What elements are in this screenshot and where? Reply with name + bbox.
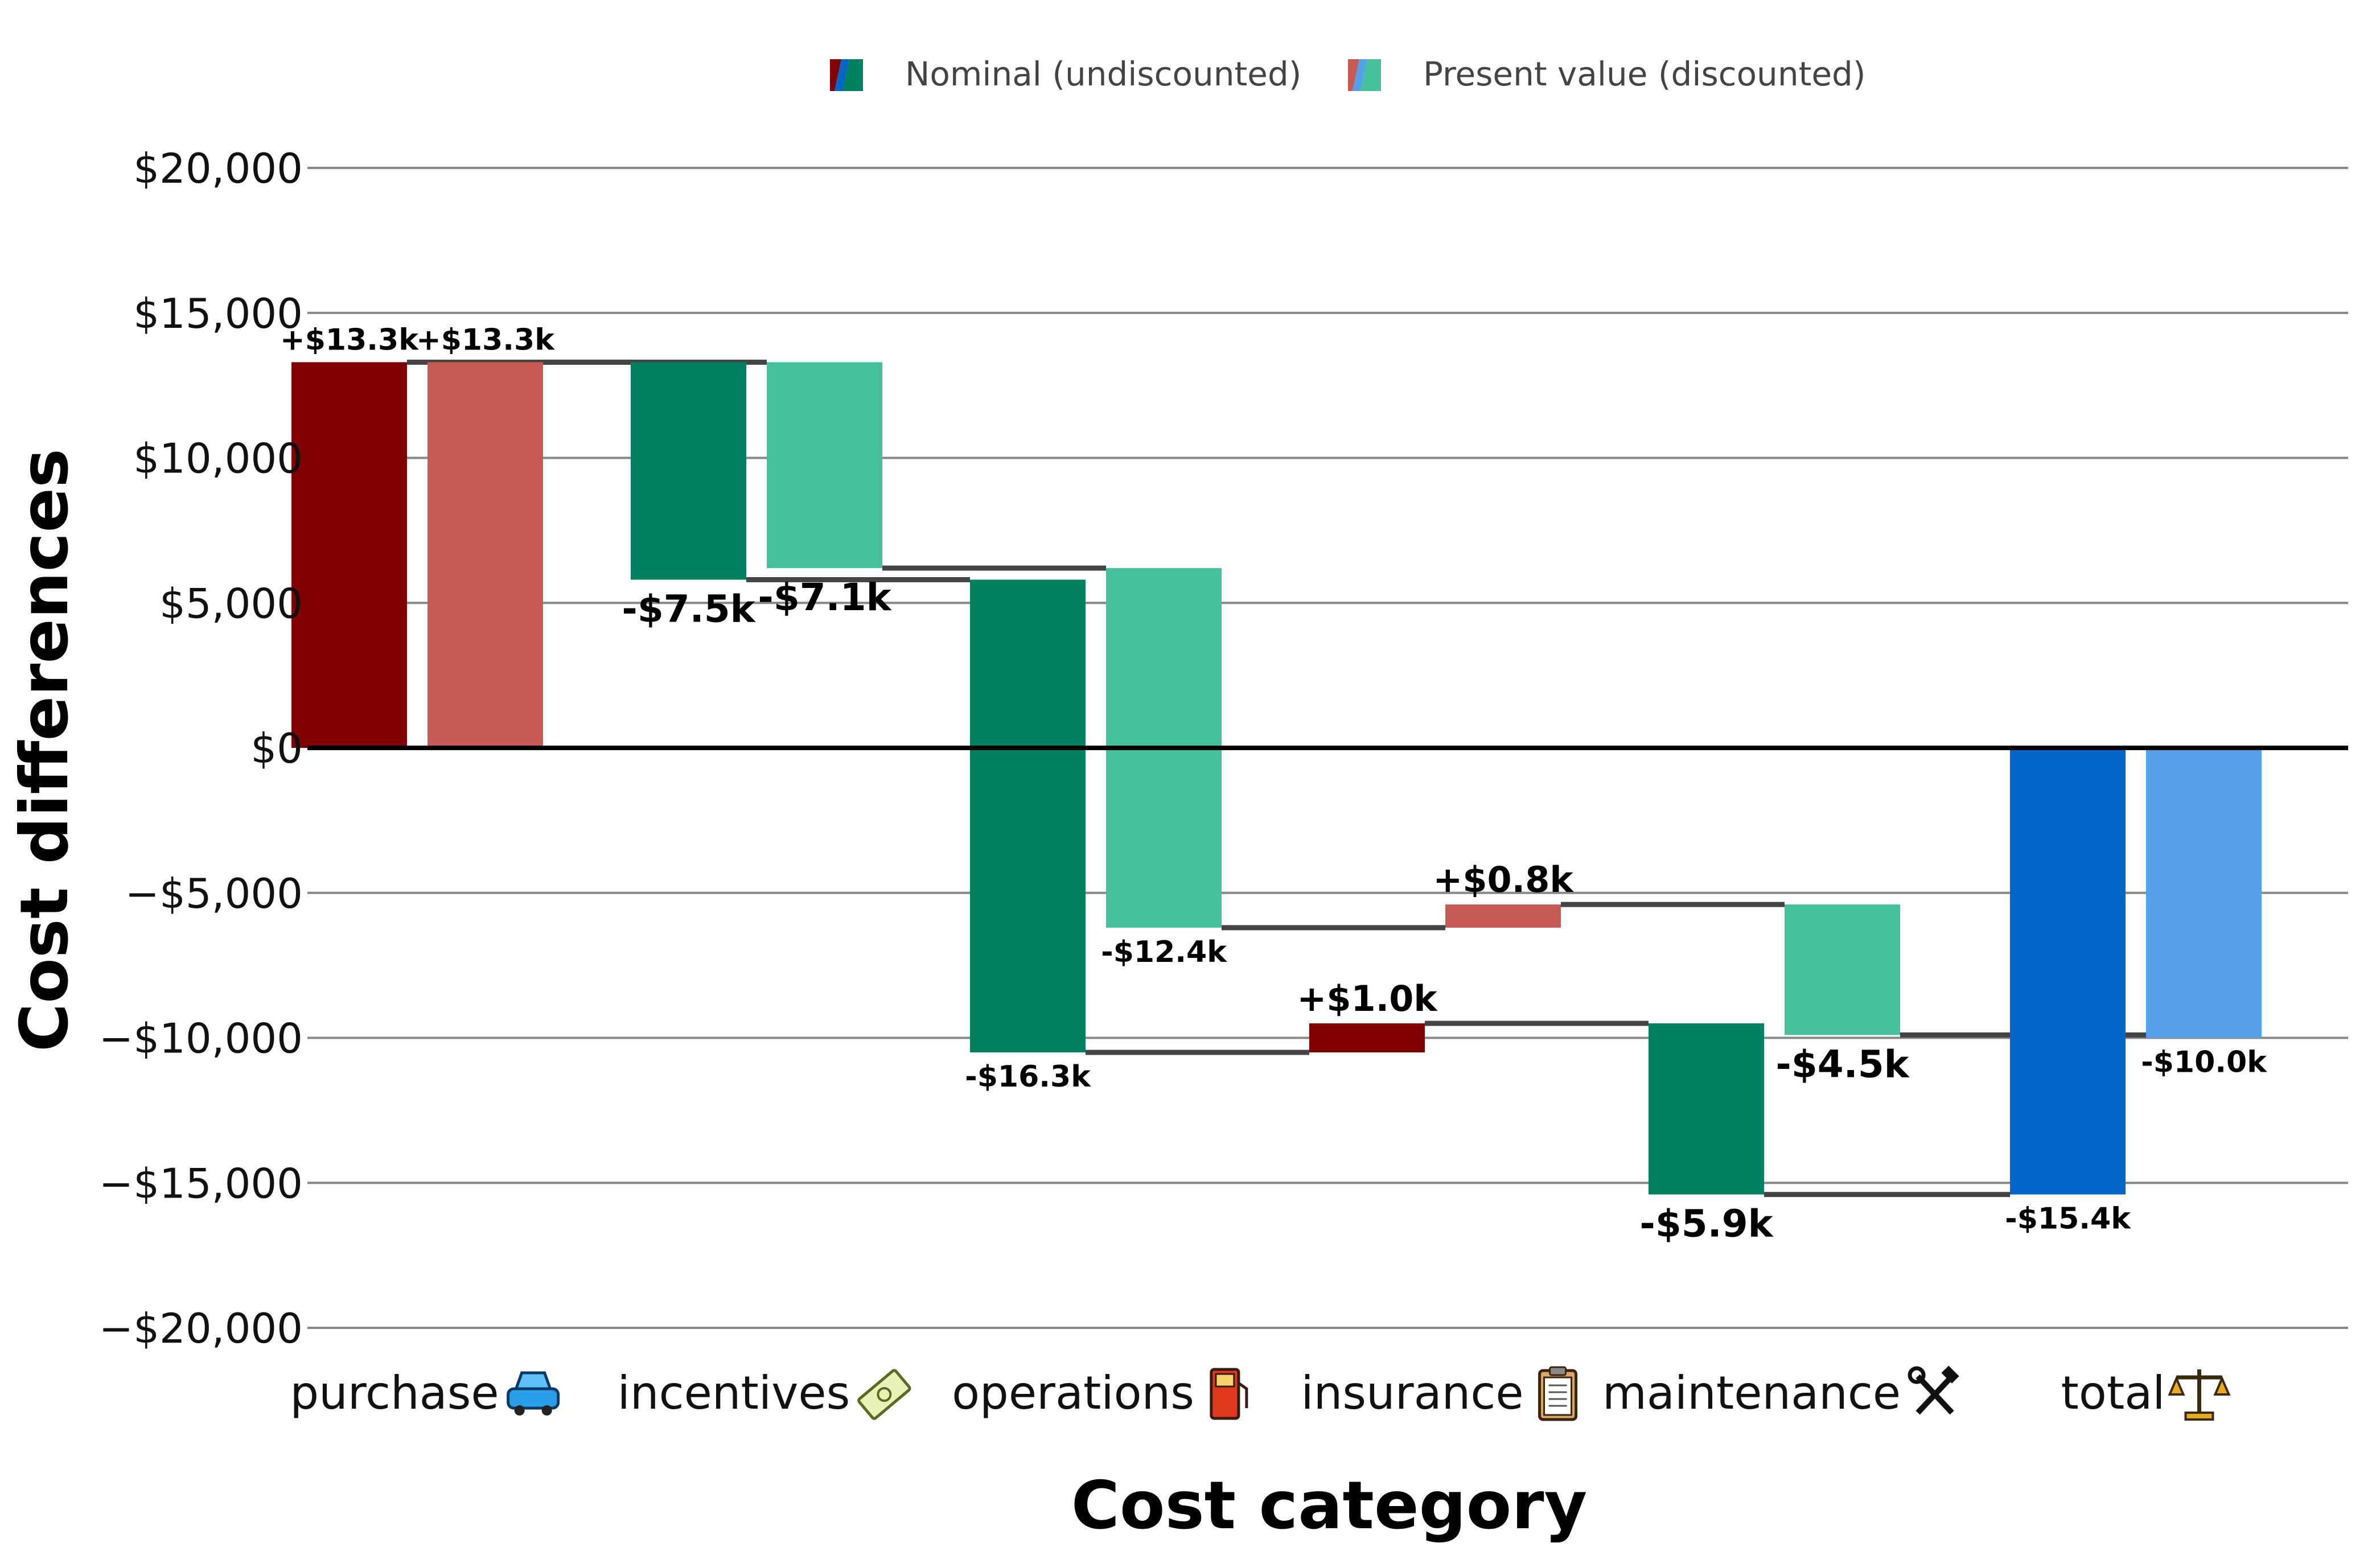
y-tick-label: −$5,000	[125, 870, 303, 917]
x-tick-purchase: purchase	[290, 1367, 560, 1420]
x-tick-label: purchase	[290, 1367, 499, 1420]
data-label: -$5.9k	[1639, 1202, 1774, 1246]
y-tick-label: $15,000	[133, 290, 303, 338]
y-tick-label: $0	[250, 725, 303, 772]
y-tick-label: −$20,000	[99, 1305, 303, 1352]
x-tick-incentives: incentives	[618, 1367, 911, 1420]
y-tick-label: −$15,000	[99, 1159, 303, 1207]
data-label: +$13.3k	[416, 323, 555, 357]
legend-swatch	[1348, 59, 1381, 91]
y-tick-label: $10,000	[133, 435, 303, 483]
y-tick-labels: $20,000 $15,000 $10,000 $5,000 $0 −$5,000 −$10…	[99, 145, 303, 1352]
x-tick-total: total	[2061, 1367, 2231, 1421]
car-icon	[507, 1371, 560, 1416]
bar-purchase-nominal	[291, 362, 407, 748]
legend: Nominal (undiscounted) Present value (dis…	[830, 55, 1865, 93]
y-tick-label: −$10,000	[99, 1015, 303, 1063]
data-label: -$12.4k	[1101, 935, 1227, 969]
x-tick-label: total	[2061, 1367, 2165, 1420]
data-label: -$7.5k	[622, 587, 756, 631]
bar-incentives-nominal	[631, 362, 746, 580]
x-tick-label: incentives	[618, 1367, 850, 1420]
data-label: +$13.3k	[280, 323, 419, 357]
money-icon	[857, 1369, 911, 1420]
bars	[291, 362, 2262, 1195]
bar-total-nominal	[2010, 748, 2126, 1195]
x-tick-label: operations	[952, 1367, 1194, 1420]
legend-item-nominal[interactable]: Nominal (undiscounted)	[830, 55, 1301, 93]
bar-insurance-present-value	[1445, 904, 1561, 928]
legend-label: Present value (discounted)	[1423, 55, 1865, 93]
scales-icon	[2168, 1369, 2231, 1421]
tools-icon	[1908, 1365, 1959, 1415]
data-label: -$15.4k	[2005, 1202, 2131, 1236]
x-tick-maintenance: maintenance	[1602, 1365, 1959, 1420]
data-labels: +$13.3k -$7.5k -$16.3k +$1.0k -$5.9k -$15.4k +…	[280, 323, 2267, 1245]
bar-insurance-nominal	[1309, 1023, 1425, 1052]
bar-incentives-present-value	[767, 362, 882, 569]
clipboard-icon	[1538, 1366, 1578, 1421]
x-axis-title: Cost category	[1071, 1467, 1587, 1544]
data-label: +$1.0k	[1297, 978, 1438, 1019]
x-tick-labels: purchase incentives operations insurance mai…	[290, 1365, 2231, 1421]
x-tick-label: maintenance	[1602, 1367, 1901, 1420]
y-tick-label: $5,000	[159, 579, 303, 627]
legend-item-present-value[interactable]: Present value (discounted)	[1348, 55, 1865, 93]
bar-total-present-value	[2146, 748, 2262, 1038]
fuel-pump-icon	[1210, 1368, 1248, 1420]
legend-swatch	[830, 59, 863, 91]
data-label: +$0.8k	[1433, 859, 1574, 900]
legend-label: Nominal (undiscounted)	[905, 55, 1301, 93]
x-tick-insurance: insurance	[1301, 1366, 1578, 1421]
bar-maintenance-nominal	[1649, 1023, 1764, 1195]
bar-maintenance-present-value	[1785, 904, 1900, 1035]
data-label: -$10.0k	[2141, 1046, 2267, 1080]
data-label: -$7.1k	[758, 575, 892, 619]
x-tick-operations: operations	[952, 1367, 1248, 1420]
data-label: -$16.3k	[965, 1060, 1091, 1094]
bar-purchase-present-value	[428, 362, 543, 748]
data-label: -$4.5k	[1775, 1042, 1910, 1086]
y-axis-title: Cost differences	[6, 449, 83, 1052]
bar-operations-nominal	[970, 579, 1086, 1052]
y-tick-label: $20,000	[133, 145, 303, 192]
x-tick-label: insurance	[1301, 1367, 1523, 1420]
